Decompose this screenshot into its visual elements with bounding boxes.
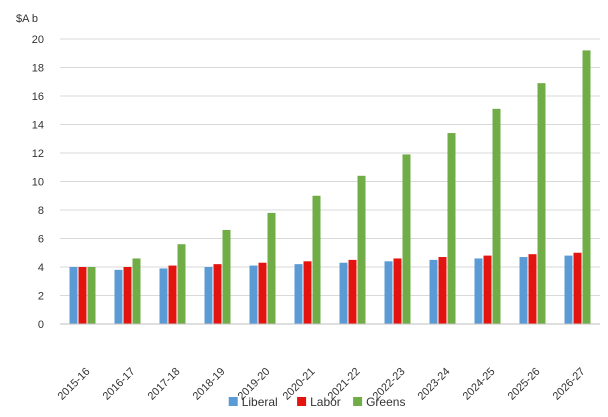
legend-swatch	[353, 397, 362, 406]
y-tick-label: 8	[38, 205, 44, 217]
y-tick-label: 12	[32, 148, 44, 160]
legend-item-greens: Greens	[353, 395, 405, 409]
bar-labor-2018-19	[214, 264, 222, 324]
y-tick-label: 18	[32, 63, 44, 75]
y-axis-ticks: 0 2 4 6 8 10 12 14 16 18 20	[32, 34, 44, 331]
bar-greens-2026-27	[583, 50, 591, 324]
bar-liberal-2020-21	[295, 264, 303, 324]
bar-liberal-2023-24	[430, 260, 438, 324]
bar-greens-2017-18	[178, 244, 186, 324]
x-tick-label: 2018-19	[191, 366, 228, 403]
legend-label: Liberal	[242, 395, 278, 409]
legend: Liberal Labor Greens	[229, 395, 406, 409]
legend-swatch	[229, 397, 238, 406]
bar-liberal-2025-26	[520, 257, 528, 324]
bar-labor-2019-20	[259, 263, 267, 324]
legend-label: Labor	[310, 395, 341, 409]
y-tick-label: 0	[38, 319, 44, 331]
y-tick-label: 6	[38, 234, 44, 246]
y-tick-label: 14	[32, 120, 44, 132]
bar-labor-2023-24	[439, 257, 447, 324]
bar-labor-2017-18	[169, 266, 177, 324]
y-tick-label: 2	[38, 291, 44, 303]
bar-liberal-2021-22	[340, 263, 348, 324]
legend-item-liberal: Liberal	[229, 395, 278, 409]
x-tick-label: 2023-24	[416, 366, 453, 403]
bar-liberal-2017-18	[160, 268, 168, 324]
bar-labor-2026-27	[574, 253, 582, 324]
bar-greens-2025-26	[538, 83, 546, 324]
x-tick-label: 2025-26	[506, 366, 543, 403]
x-tick-label: 2016-17	[101, 366, 138, 403]
x-tick-label: 2017-18	[146, 366, 183, 403]
y-tick-label: 10	[32, 177, 44, 189]
bar-greens-2024-25	[493, 109, 501, 324]
bar-labor-2022-23	[394, 258, 402, 324]
bar-liberal-2016-17	[115, 270, 123, 324]
bar-greens-2018-19	[223, 230, 231, 324]
y-axis-unit-label: $A b	[16, 13, 38, 25]
gridlines	[60, 39, 600, 296]
bar-liberal-2022-23	[385, 261, 393, 324]
bar-greens-2020-21	[313, 196, 321, 324]
bar-labor-2024-25	[484, 256, 492, 324]
bar-liberal-2024-25	[475, 258, 483, 324]
bar-greens-2016-17	[133, 258, 141, 324]
bar-labor-2025-26	[529, 254, 537, 324]
bar-liberal-2026-27	[565, 256, 573, 324]
bar-liberal-2018-19	[205, 267, 213, 324]
y-tick-label: 16	[32, 91, 44, 103]
legend-label: Greens	[366, 395, 405, 409]
bar-greens-2021-22	[358, 176, 366, 324]
bar-liberal-2019-20	[250, 266, 258, 324]
bar-greens-2022-23	[403, 154, 411, 324]
bar-labor-2020-21	[304, 261, 312, 324]
bar-liberal-2015-16	[70, 267, 78, 324]
x-tick-label: 2026-27	[551, 366, 588, 403]
y-tick-label: 20	[32, 34, 44, 46]
x-tick-label: 2015-16	[56, 366, 93, 403]
legend-swatch	[297, 397, 306, 406]
bar-labor-2015-16	[79, 267, 87, 324]
bar-greens-2015-16	[88, 267, 96, 324]
legend-item-labor: Labor	[297, 395, 341, 409]
bar-greens-2023-24	[448, 133, 456, 324]
x-tick-label: 2024-25	[461, 366, 498, 403]
bar-labor-2021-22	[349, 260, 357, 324]
bar-greens-2019-20	[268, 213, 276, 324]
bars	[70, 50, 591, 324]
y-tick-label: 4	[38, 262, 44, 274]
bar-labor-2016-17	[124, 267, 132, 324]
